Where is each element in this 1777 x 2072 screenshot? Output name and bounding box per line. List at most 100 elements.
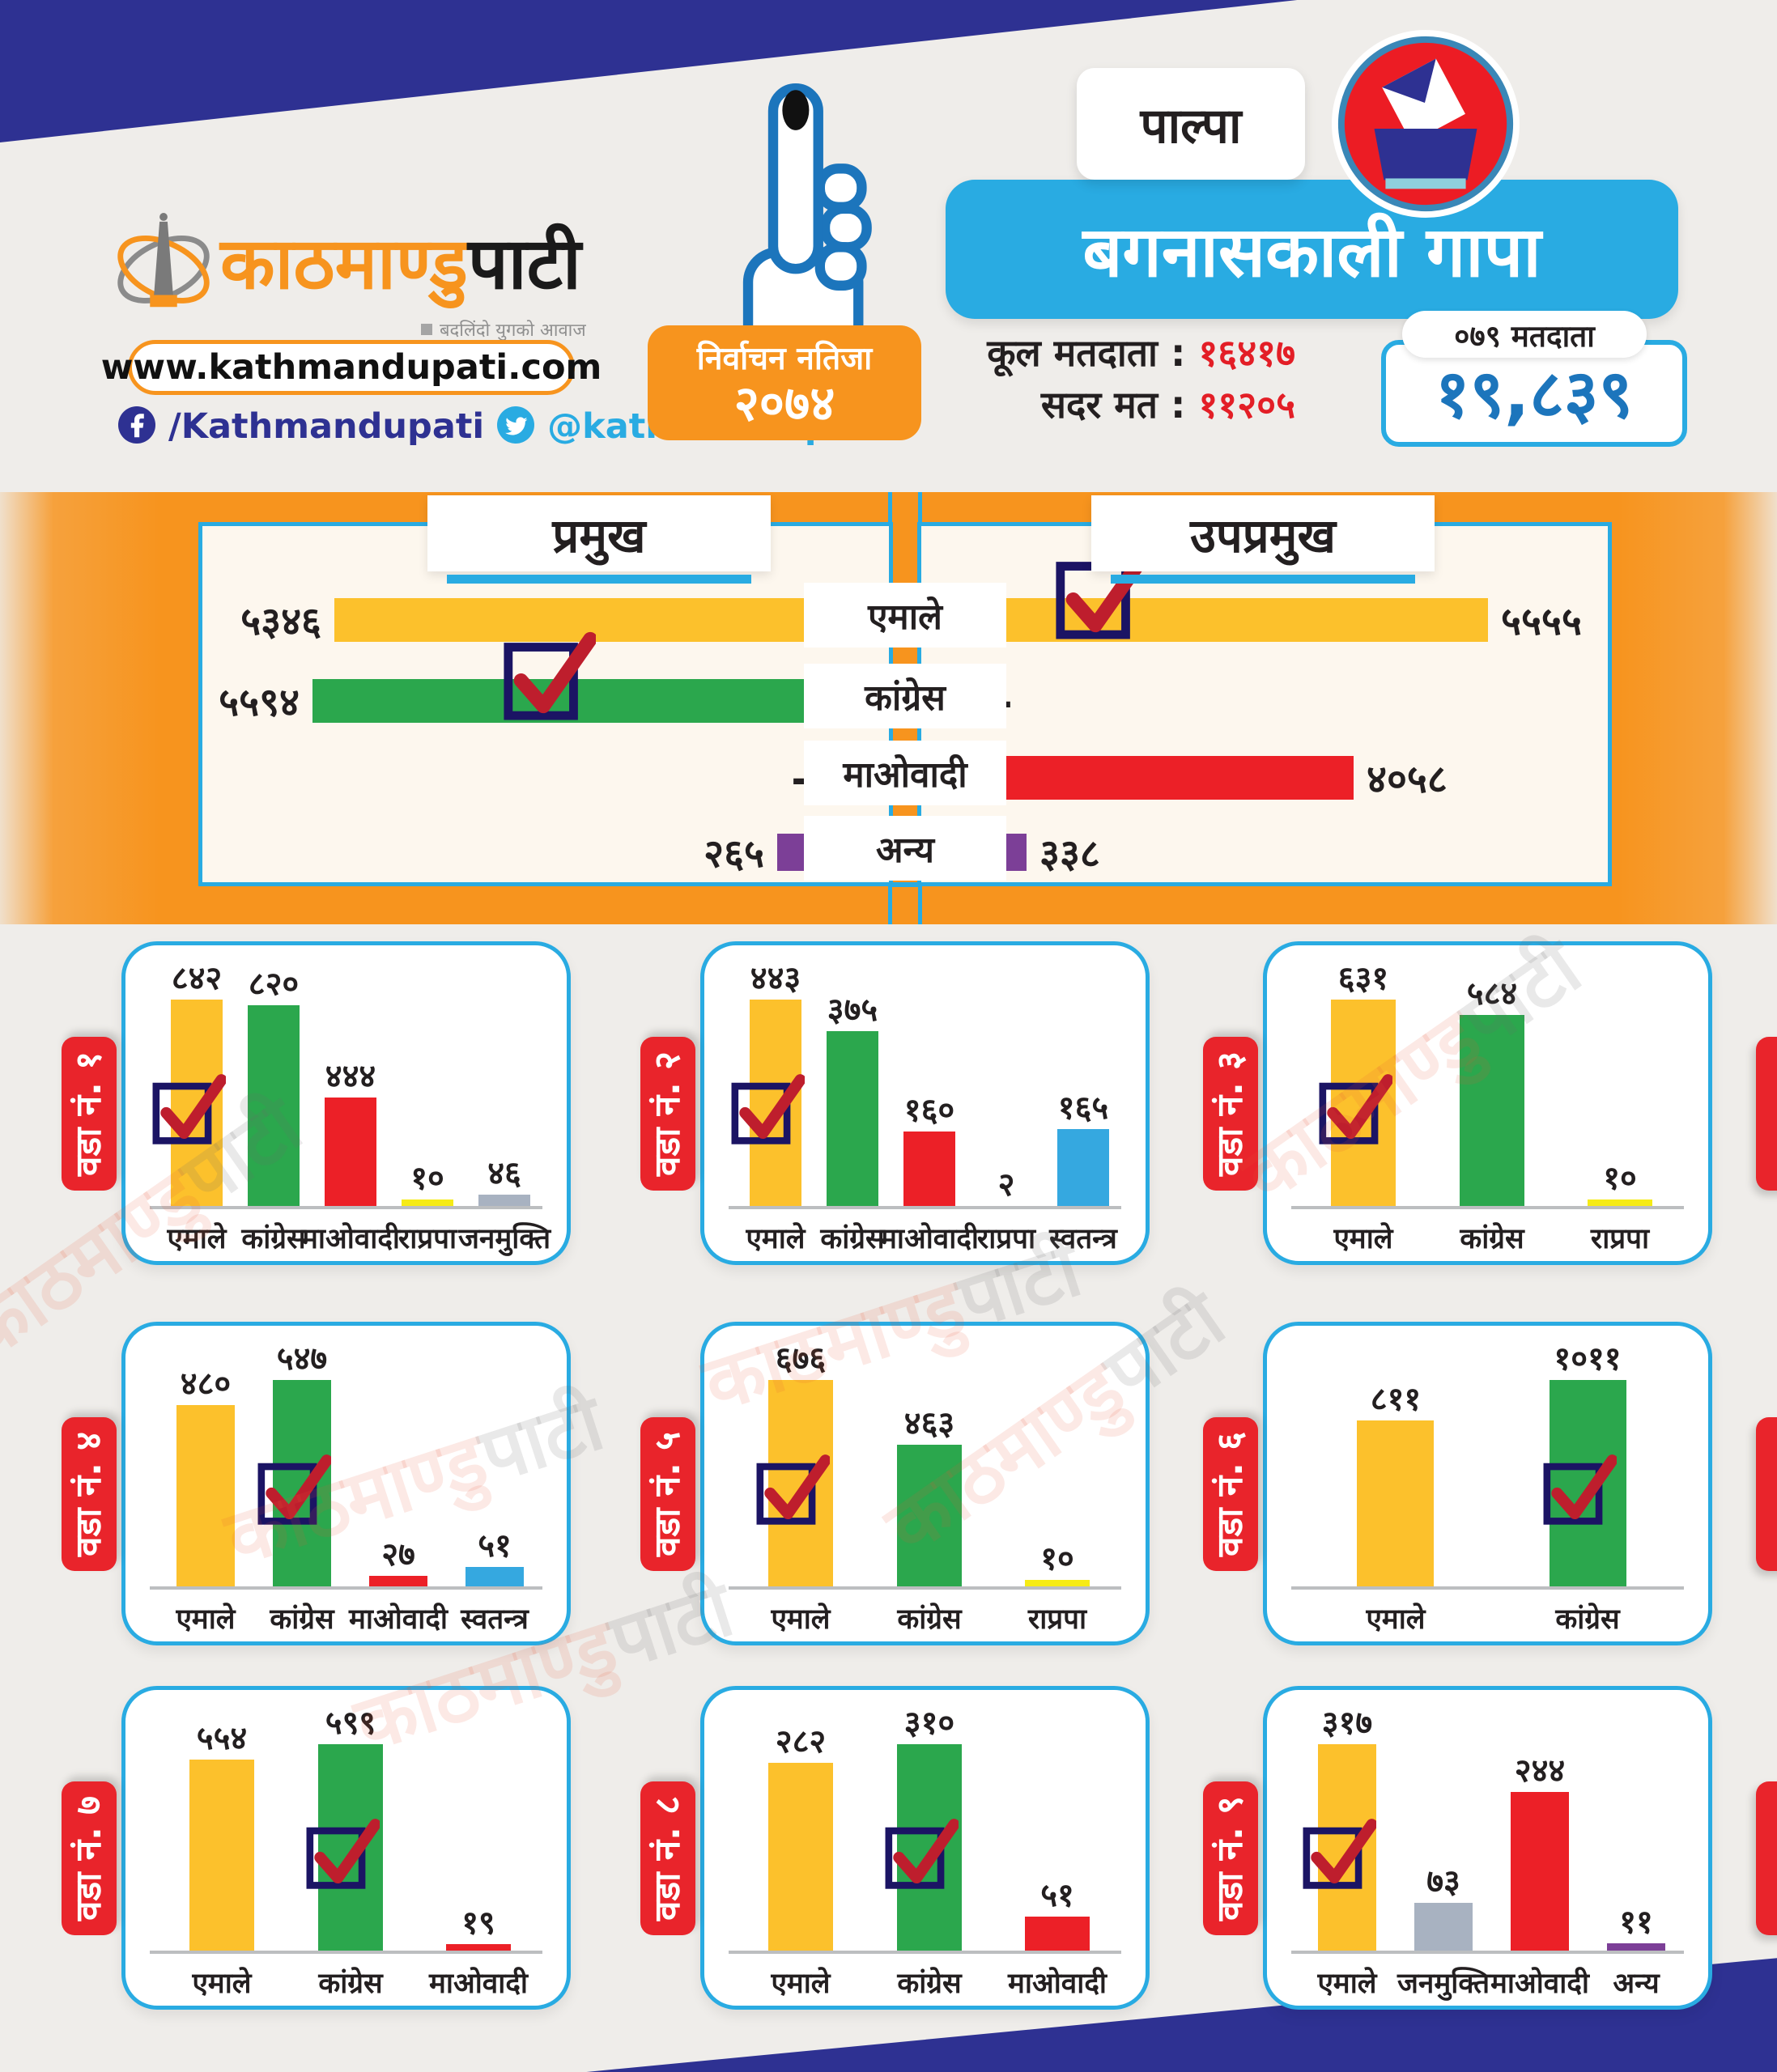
ward-label: वडा नं. ६ (1203, 1417, 1258, 1571)
winner-checkmark-icon (150, 1067, 227, 1150)
election-result-badge: निर्वाचन नतिजा २०७४ (648, 325, 921, 440)
ward-bar-party: कांग्रेस (897, 1603, 962, 1636)
district-box: पाल्पा (1077, 68, 1305, 180)
party-bar (989, 756, 1354, 800)
ward-bar (897, 1744, 962, 1951)
ward-bar-value: ४६ (487, 1155, 521, 1192)
valid-votes-row: सदर मत : ११२०५ (907, 379, 1295, 429)
ward-bar (402, 1199, 453, 1206)
ward-label: वडा नं. ३ (1203, 1037, 1258, 1191)
ward-label: वडा नं. ९ (1203, 1781, 1258, 1935)
ward-card: ८४२ एमाले ८२० कांग्रेस ४४४ माओवादी १० राप्रपा ४… (121, 941, 571, 1265)
ward-bar-value: ८४२ (171, 960, 223, 997)
ward-card: ४४३ एमाले ३७५ कांग्रेस १६० माओवादी २ राप्रपा १६… (700, 941, 1150, 1265)
ward-bar (171, 1000, 223, 1206)
ward-bar-party: जनमुक्ति (1397, 1968, 1490, 2000)
ward-card: २८२ एमाले ३१० कांग्रेस ५१ माओवादी (700, 1686, 1150, 2010)
ward-bar-value: ३७५ (827, 991, 878, 1029)
result-row-कांग्रेस: – (921, 673, 1608, 728)
vote-count: ५५५५ (1501, 598, 1582, 644)
winner-checkmark-icon (729, 1067, 806, 1150)
district-name: पाल्पा (1140, 98, 1242, 155)
result-row-एमाले: ५३४६ (202, 597, 889, 644)
winner-checkmark-icon (1316, 1067, 1394, 1150)
valid-votes-label: सदर मत : (1040, 383, 1186, 427)
winner-checkmark-icon (882, 1811, 960, 1895)
ward-bar-value: २८२ (775, 1723, 827, 1760)
ward-bar-value: १९ (461, 1904, 495, 1942)
ward-bar-party: एमाले (1333, 1223, 1393, 1255)
chart-baseline (1291, 1586, 1684, 1590)
ward-bar-value: ५५४ (196, 1720, 248, 1757)
ward-bar-party: माओवादी (1490, 1968, 1589, 2000)
chart-baseline (150, 1951, 542, 1954)
ward-bar-party: एमाले (176, 1603, 236, 1636)
ward-bar (1460, 1015, 1524, 1206)
winner-checkmark-icon (255, 1447, 333, 1531)
ward-bar (369, 1576, 427, 1586)
winner-checkmark-icon (500, 623, 597, 726)
ward-bar-party: राप्रपा (976, 1223, 1036, 1255)
ward-label: वडा नं. ८ (640, 1781, 695, 1935)
result-row-माओवादी: – (202, 750, 889, 805)
municipality-name: बगनासकाली गापा (1082, 211, 1541, 293)
ward-bar-value: ५९९ (325, 1705, 376, 1742)
website-pill: www.kathmandupati.com (101, 340, 602, 395)
ward-bar (478, 1195, 530, 1206)
chart-baseline (729, 1951, 1121, 1954)
municipality-box: बगनासकाली गापा (946, 180, 1678, 319)
ballot-box-icon (1329, 28, 1522, 220)
ward-bar-party: स्वतन्त्र (1049, 1223, 1117, 1255)
ward-card: ५५४ एमाले ५९९ कांग्रेस १९ माओवादी (121, 1686, 571, 2010)
ward-bar-value: १६० (903, 1092, 955, 1129)
center-party-label: अन्य (804, 816, 1006, 881)
brand-wordmark: काठमाण्डुपाटी (220, 212, 581, 309)
ward-bar-party: एमाले (1317, 1968, 1377, 2000)
result-row-अन्य: ३३८ (921, 830, 1608, 877)
ward-bar-value: २७ (381, 1536, 415, 1573)
ward-bar (750, 1000, 801, 1206)
center-divider-crossline (888, 882, 922, 887)
mayor-title: प्रमुख (427, 495, 771, 571)
ward-bar-party: माओवादी (1008, 1968, 1107, 2000)
ward-card: ३१७ एमाले ७३ जनमुक्ति २४४ माओवादी ११ अन्य (1263, 1686, 1712, 2010)
ward-bar (1025, 1917, 1090, 1951)
ward-label: वडा नं. ४ (62, 1417, 117, 1571)
brand-wordmark-secondary: पाटी (467, 222, 581, 305)
chart-baseline (729, 1586, 1121, 1590)
vote-count: ५३४६ (240, 598, 321, 644)
winner-checkmark-icon (304, 1811, 381, 1895)
ward-bar (1318, 1744, 1376, 1951)
valid-votes-value: ११२०५ (1198, 383, 1295, 427)
ward-bar (768, 1763, 833, 1951)
ward-bar (827, 1031, 878, 1206)
chart-baseline (1291, 1206, 1684, 1209)
ward-bar (318, 1744, 383, 1951)
ward-bar-party: माओवादी (301, 1223, 400, 1255)
party-bar (334, 598, 814, 642)
cropped-ward-label (1756, 1417, 1777, 1571)
ward-bar-value: ३१७ (1321, 1705, 1373, 1742)
total-voters-value: १६४१७ (1198, 331, 1295, 375)
brand-logo-icon (112, 204, 215, 332)
ward-bar (466, 1567, 524, 1586)
ward-bar-value: ४४४ (325, 1058, 376, 1095)
ward-bar (446, 1944, 511, 1951)
badge-line2: २०७४ (733, 376, 835, 432)
result-row-एमाले: ५५५५ (921, 597, 1608, 644)
deputy-title: उपप्रमुख (1091, 495, 1435, 571)
total-voters-row: कूल मतदाता : १६४१७ (907, 327, 1295, 377)
center-party-label: माओवादी (804, 741, 1006, 805)
ward-bar (1511, 1792, 1569, 1951)
twitter-icon (497, 406, 535, 447)
ward-bar (248, 1005, 300, 1206)
ward-bar-value: ६७६ (775, 1340, 827, 1378)
ward-bar (176, 1405, 235, 1586)
voters-079-value: १९,८३९ (1435, 356, 1634, 433)
ward-bar (1357, 1420, 1434, 1586)
ward-bar-party: माओवादी (349, 1603, 448, 1636)
ward-bar-party: एमाले (771, 1968, 831, 2000)
ward-label: वडा नं. १ (62, 1037, 117, 1191)
ward-bar-value: ३१० (903, 1705, 955, 1742)
